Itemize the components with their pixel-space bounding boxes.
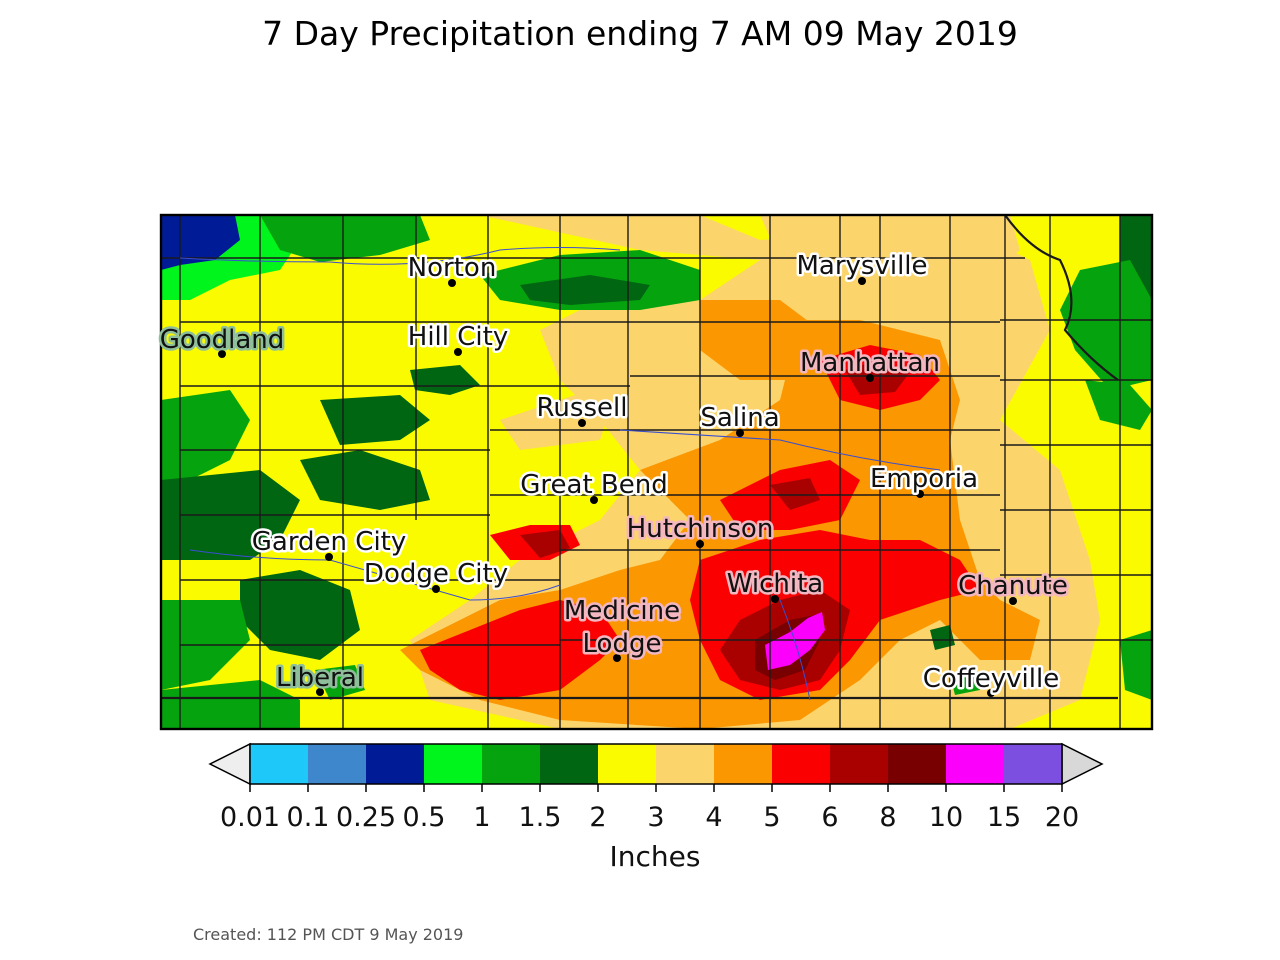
colorbar: 0.01 0.1 0.25 0.5 1 1.5 2 3 4 5 6 8 10 15 20 [208, 742, 1104, 833]
page-title: 7 Day Precipitation ending 7 AM 09 May 2… [262, 14, 1018, 53]
city-label-liberal: Liberal [276, 663, 364, 693]
city-dot-garden-city [325, 553, 333, 561]
city-label-dodge-city: Dodge City [364, 559, 508, 589]
legend-tick-label: 10 [929, 802, 963, 833]
legend-swatch [714, 744, 773, 784]
city-dot-marysville [858, 277, 866, 285]
legend-swatch [888, 744, 947, 784]
legend-swatch [308, 744, 367, 784]
legend-swatch [772, 744, 831, 784]
city-dot-hill-city [454, 348, 462, 356]
city-label-norton: Norton [408, 253, 497, 283]
legend-tick-label: 0.1 [287, 802, 330, 833]
city-dot-dodge-city [432, 585, 440, 593]
legend-underflow-arrow [208, 742, 251, 786]
missouri-river-border [1004, 214, 1119, 381]
legend-overflow-arrow [1061, 742, 1104, 786]
rivers [179, 247, 941, 701]
legend-tick-label: 2 [589, 802, 606, 833]
city-label-chanute: Chanute [958, 571, 1068, 601]
city-dot-coffeyville [987, 689, 995, 697]
legend-tick-label: 1.5 [519, 802, 562, 833]
city-dot-hutchinson [696, 540, 704, 548]
legend-swatch [482, 744, 541, 784]
legend-tick-label: 3 [647, 802, 664, 833]
city-label-hill-city: Hill City [408, 322, 508, 352]
city-label-salina: Salina [700, 403, 779, 433]
city-dot-great-bend [590, 496, 598, 504]
city-label-hutchinson: Hutchinson [627, 514, 774, 544]
legend-swatch [366, 744, 425, 784]
legend-tick-label: 0.01 [220, 802, 280, 833]
map-frame [159, 213, 1154, 731]
city-dot-emporia [916, 490, 924, 498]
legend-swatch [1004, 744, 1063, 784]
city-label-emporia: Emporia [870, 464, 978, 494]
city-label-wichita: Wichita [727, 569, 823, 599]
legend-tick-label: 5 [763, 802, 780, 833]
legend-swatch [830, 744, 889, 784]
legend-swatch [946, 744, 1005, 784]
legend-swatch [598, 744, 657, 784]
city-dot-norton [448, 279, 456, 287]
city-label-marysville: Marysville [796, 251, 927, 281]
city-markers: Norton Marysville Goodland Hill City Manhatt… [157, 249, 1070, 697]
county-grid [161, 215, 1152, 729]
legend-unit-label: Inches [610, 840, 701, 873]
created-timestamp: Created: 112 PM CDT 9 May 2019 [193, 925, 464, 944]
legend-swatch [424, 744, 483, 784]
city-dot-liberal [316, 688, 324, 696]
legend-swatch [656, 744, 715, 784]
city-label-goodland: Goodland [160, 325, 285, 355]
city-dot-salina [736, 429, 744, 437]
city-dot-manhattan [866, 374, 874, 382]
legend-tick-label: 15 [987, 802, 1021, 833]
legend-tick-label: 4 [705, 802, 722, 833]
legend-tick-label: 8 [879, 802, 896, 833]
legend-tick-label: 1 [473, 802, 490, 833]
legend-swatch [250, 744, 309, 784]
city-label-manhattan: Manhattan [800, 348, 940, 378]
city-dot-russell [578, 419, 586, 427]
legend-tick-label: 0.25 [336, 802, 396, 833]
legend-tick-label: 0.5 [403, 802, 446, 833]
city-label-medicine-lodge: Medicine Lodge [564, 596, 680, 659]
city-label-great-bend: Great Bend [520, 470, 667, 500]
city-dot-goodland [218, 350, 226, 358]
city-dot-chanute [1009, 597, 1017, 605]
city-dot-medicine-lodge [613, 654, 621, 662]
city-dot-wichita [771, 595, 779, 603]
legend-swatch [540, 744, 599, 784]
city-label-russell: Russell [537, 393, 628, 423]
city-label-coffeyville: Coffeyville [923, 664, 1059, 694]
city-label-garden-city: Garden City [252, 527, 407, 557]
legend-tick-label: 6 [821, 802, 838, 833]
legend-tick-label: 20 [1045, 802, 1079, 833]
